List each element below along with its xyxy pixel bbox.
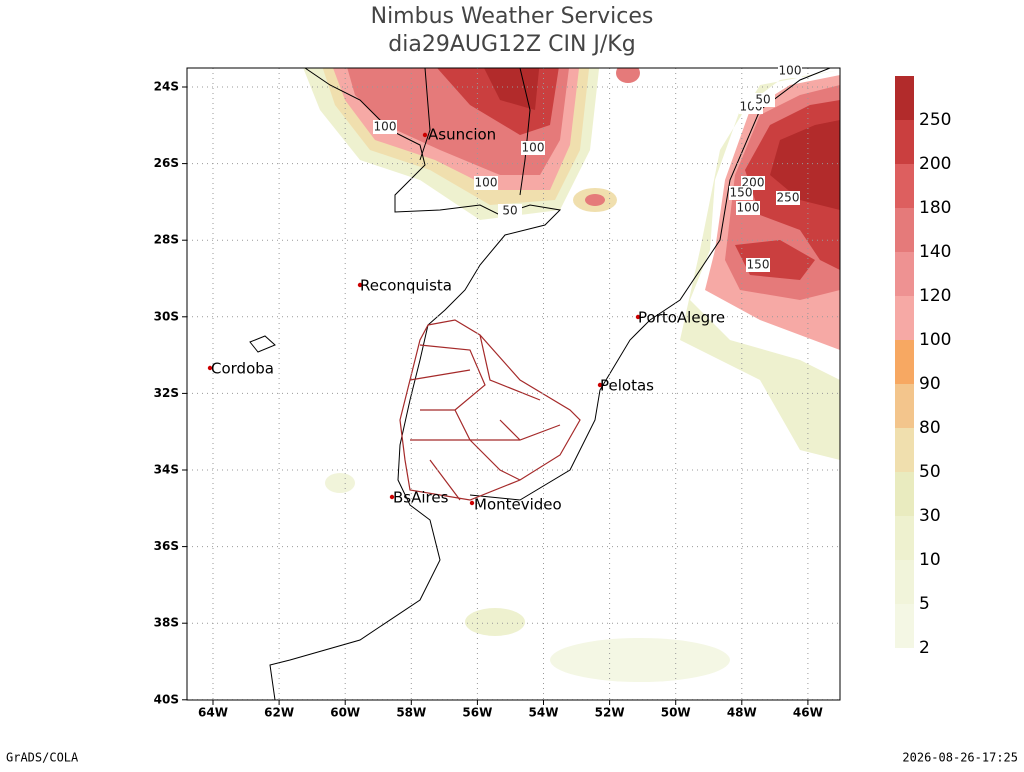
colorbar-label: 250 (919, 110, 951, 130)
colorbar-label: 180 (919, 198, 951, 218)
colorbar-swatch (895, 340, 914, 384)
city-label: BsAires (393, 489, 449, 507)
lon-label: 58W (396, 706, 426, 720)
city-marker (635, 314, 641, 320)
city-marker (357, 282, 363, 288)
contour-label: 50 (502, 204, 517, 218)
contour-label: 100 (475, 176, 498, 190)
contour-label-bg (736, 201, 760, 215)
city-marker (207, 365, 213, 371)
city-marker (422, 132, 428, 138)
subtitle: dia29AUG12Z CIN J/Kg (388, 32, 635, 57)
colorbar-label: 30 (919, 506, 941, 526)
lon-label: 48W (727, 706, 757, 720)
colorbar-swatch (895, 296, 914, 340)
colorbar-swatch (895, 76, 914, 120)
colorbar-swatch (895, 516, 914, 560)
contour-label: 150 (747, 258, 770, 272)
city-label: Reconquista (360, 277, 452, 295)
colorbar-swatch (895, 472, 914, 516)
colorbar-label: 100 (919, 330, 951, 350)
title: Nimbus Weather Services (371, 4, 654, 29)
lat-label: 38S (154, 616, 179, 630)
footer-right: 2026-08-26-17:25 (902, 751, 1018, 765)
colorbar-swatch (895, 164, 914, 208)
contour-label: 150 (730, 186, 753, 200)
lon-label: 64W (198, 706, 228, 720)
lat-label: 28S (154, 233, 179, 247)
lon-label: 50W (661, 706, 691, 720)
grid (187, 68, 840, 701)
colorbar-label: 120 (919, 286, 951, 306)
contour-label-bg (729, 186, 753, 200)
city-label: Cordoba (211, 360, 274, 378)
contour-label: 100 (737, 201, 760, 215)
contour-label-bg (498, 204, 522, 218)
footer-left: GrADS/COLA (6, 751, 79, 765)
contour-label: 50 (755, 93, 770, 107)
colorbar-swatch (895, 560, 914, 604)
contour-label-bg (746, 258, 770, 272)
lat-label: 32S (154, 386, 179, 400)
colorbar-label: 50 (919, 462, 941, 482)
contour-label-bg (474, 176, 498, 190)
contour-label: 100 (374, 120, 397, 134)
lat-label: 26S (154, 156, 179, 170)
lat-label: 24S (154, 80, 179, 94)
colorbar-label: 140 (919, 242, 951, 262)
lat-label: 40S (154, 692, 179, 706)
colorbar-swatch (895, 208, 914, 252)
colorbar-swatch (895, 428, 914, 472)
lat-label: 34S (154, 463, 179, 477)
colorbar-label: 80 (919, 418, 941, 438)
city-marker (389, 494, 395, 500)
city-marker (469, 500, 475, 506)
contour-label-bg (776, 191, 800, 205)
contour-label-bg (521, 141, 545, 155)
city-label: Montevideo (474, 496, 562, 514)
colorbar-swatch (895, 384, 914, 428)
lon-label: 54W (529, 706, 559, 720)
cin-field (303, 68, 840, 682)
uruguay-borders (399, 319, 581, 501)
contour-label-bg (778, 64, 802, 78)
contour-label-bg (373, 120, 397, 134)
contour-label: 250 (777, 191, 800, 205)
colorbar-label: 10 (919, 550, 941, 570)
colorbar-swatch (895, 604, 914, 648)
colorbar-label: 200 (919, 154, 951, 174)
city-label: Pelotas (600, 377, 654, 395)
city-marker (597, 382, 603, 388)
colorbar-label: 5 (919, 594, 930, 614)
city-label: Asuncion (428, 126, 496, 144)
lon-label: 60W (330, 706, 360, 720)
contour-label: 100 (522, 141, 545, 155)
city-label: PortoAlegre (638, 309, 725, 327)
lat-label: 30S (154, 309, 179, 323)
plot-frame (186, 67, 841, 701)
colorbar-swatch (895, 120, 914, 164)
lat-label: 36S (154, 539, 179, 553)
lon-label: 62W (264, 706, 294, 720)
lon-label: 46W (793, 706, 823, 720)
colorbar-label: 2 (919, 638, 930, 658)
contour-label-bg (751, 93, 775, 107)
lon-label: 56W (462, 706, 492, 720)
lon-label: 52W (595, 706, 625, 720)
contour-label: 100 (779, 64, 802, 78)
colorbar-swatch (895, 252, 914, 296)
colorbar-label: 90 (919, 374, 941, 394)
